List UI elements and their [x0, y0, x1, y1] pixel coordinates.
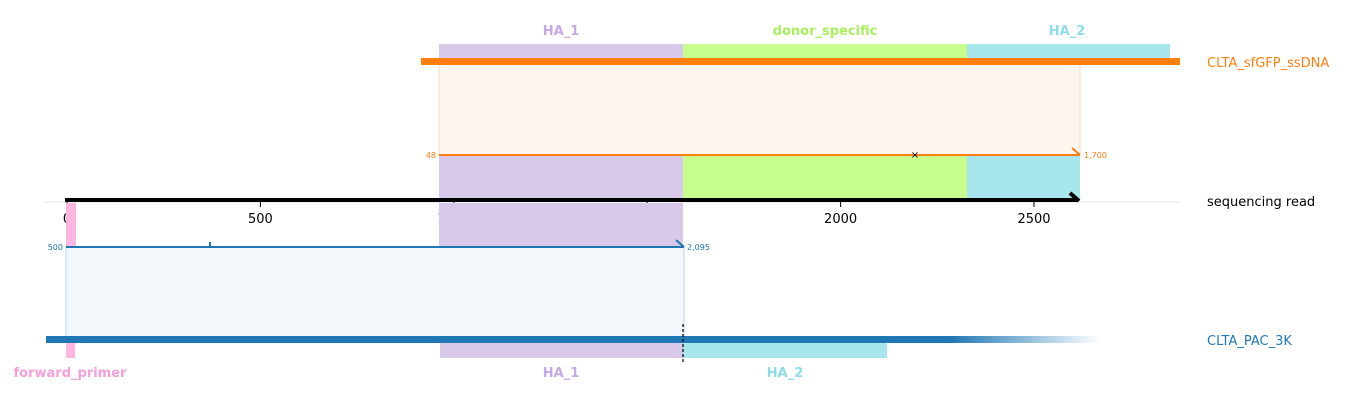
top-feature-ha1-label: HA_1 — [543, 24, 580, 39]
top-feature-ha2-lower — [967, 155, 1080, 201]
bottom-reference-group: 500 2,095 CLTA_PAC_3K forward_primer HA_… — [14, 203, 1292, 381]
bottom-reference-line — [46, 336, 950, 343]
bottom-feature-ha2-block — [683, 343, 887, 358]
bottom-alignment-start-label: 500 — [48, 243, 63, 252]
top-reference-name: CLTA_sfGFP_ssDNA — [1207, 56, 1329, 71]
bottom-alignment-end-label: 2,095 — [687, 243, 710, 252]
bottom-feature-primer-label: forward_primer — [14, 366, 128, 381]
bottom-feature-primer-upper — [66, 203, 76, 247]
bottom-feature-ha2-label: HA_2 — [767, 366, 804, 381]
top-feature-ha2-block — [967, 44, 1170, 62]
sequencing-read-arrowhead — [1068, 191, 1081, 203]
top-alignment-start-label: 48 — [426, 151, 436, 160]
axis-tick-label: 2500 — [1017, 212, 1050, 227]
top-alignment-mismatch-marker: × — [911, 150, 919, 161]
bottom-feature-ha1-block — [440, 343, 683, 358]
top-feature-donor-block — [683, 44, 967, 62]
top-feature-donor-lower — [683, 155, 967, 201]
axis-tick-label: 2000 — [824, 212, 857, 227]
axis-tick-label: 500 — [248, 212, 273, 227]
bottom-alignment-arrowhead — [675, 239, 685, 248]
bottom-feature-primer-lower — [66, 343, 75, 358]
bottom-alignment-shade — [65, 246, 685, 340]
top-feature-ha1-block — [439, 44, 683, 62]
top-feature-ha2-label: HA_2 — [1049, 24, 1086, 39]
sequencing-read-name: sequencing read — [1207, 195, 1315, 210]
top-feature-ha1-lower — [439, 155, 683, 201]
top-feature-donor-label: donor_specific — [773, 24, 878, 39]
top-reference-line — [421, 58, 1180, 65]
bottom-feature-ha1-upper — [439, 203, 683, 247]
top-alignment-end-label: 1,700 — [1084, 151, 1107, 160]
bottom-reference-name: CLTA_PAC_3K — [1207, 334, 1292, 349]
top-alignment-arrowhead — [1071, 147, 1081, 156]
top-alignment-shade — [438, 61, 1081, 156]
bottom-feature-ha1-label: HA_1 — [543, 366, 580, 381]
bottom-reference-fade — [950, 336, 1100, 343]
top-reference-group: HA_1 donor_specific HA_2 CLTA_sfGFP_ssDN… — [421, 24, 1329, 201]
